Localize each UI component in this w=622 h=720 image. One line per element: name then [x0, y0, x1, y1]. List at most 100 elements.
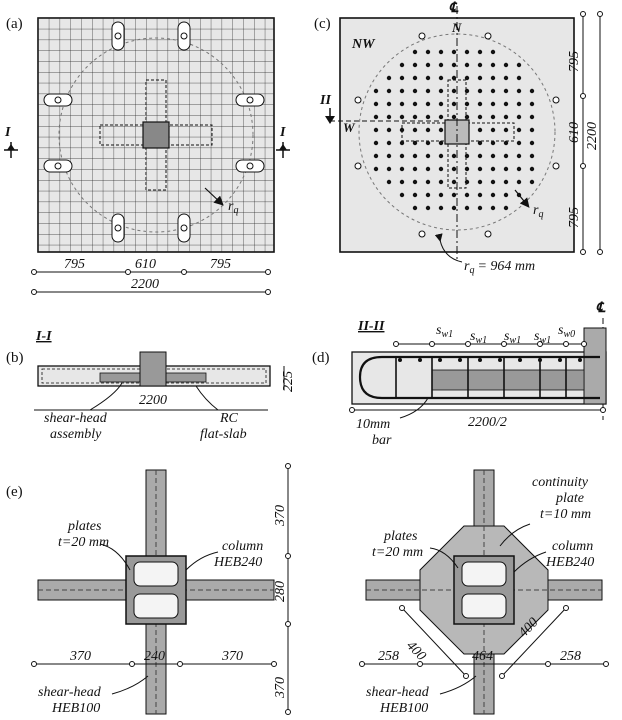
- shear-stud-dot: [412, 140, 418, 146]
- shear-head-e1-1: shear-head: [38, 685, 102, 700]
- shear-stud-dot: [490, 101, 496, 107]
- shear-stud-dot: [386, 88, 392, 94]
- shear-stud-dot: [412, 101, 418, 107]
- shear-stud-dot: [516, 166, 522, 172]
- shear-stud-dot: [529, 101, 535, 107]
- dim-c-3: 795: [567, 207, 582, 228]
- shear-stud-dot: [464, 153, 470, 159]
- shear-stud-dot: [373, 166, 379, 172]
- thickness-b: 225: [281, 371, 296, 392]
- shear-stud-dot: [386, 166, 392, 172]
- shear-stud-dot: [438, 140, 444, 146]
- dim-e1-h2: 240: [144, 649, 165, 664]
- column-e1-2: HEB240: [213, 555, 262, 570]
- spacing-3: sw1: [504, 329, 521, 346]
- shear-stud-dot: [425, 75, 431, 81]
- diag-e2-1: 400: [403, 638, 428, 664]
- spacing-5: sw0: [558, 323, 575, 340]
- panel-b: (b) I-I 2200 225 shear-head assembly RC …: [6, 329, 296, 442]
- shear-stud-dot: [399, 179, 405, 185]
- shear-stud-dot: [464, 166, 470, 172]
- shear-stud-dot: [425, 127, 431, 133]
- shear-stud-dot: [373, 114, 379, 120]
- shear-stud-dot: [386, 153, 392, 159]
- shear-stud-dot: [503, 153, 509, 159]
- shear-stud-dot: [412, 205, 418, 211]
- shear-stud-dot: [477, 114, 483, 120]
- dim-e1-h1: 370: [69, 649, 91, 664]
- shear-stud-dot: [477, 127, 483, 133]
- shear-stud-dot: [477, 75, 483, 81]
- shear-stud-dot: [412, 75, 418, 81]
- shear-stud-dot: [438, 88, 444, 94]
- dim-a-2: 610: [135, 257, 156, 272]
- shear-stud-dot: [412, 62, 418, 68]
- dim-e1-v3: 370: [273, 677, 288, 699]
- shear-stud-dot: [412, 114, 418, 120]
- shear-stud-dot: [516, 127, 522, 133]
- shear-stud-dot: [451, 205, 457, 211]
- shear-stud-dot: [477, 192, 483, 198]
- shear-stud-dot: [490, 140, 496, 146]
- leader-column-e1: [185, 551, 219, 571]
- shear-stud-dot: [399, 153, 405, 159]
- dim-a-total: 2200: [131, 277, 159, 292]
- shear-stud-dot: [386, 114, 392, 120]
- shear-stud-dot: [386, 101, 392, 107]
- spacing-ticks-d: [393, 341, 587, 347]
- shear-stud-dot: [464, 75, 470, 81]
- shear-stud-dot: [529, 140, 535, 146]
- panel-c-label: (c): [314, 16, 331, 32]
- shear-stud-dot: [516, 114, 522, 120]
- shear-stud-dot: [477, 101, 483, 107]
- shear-stud-dot: [477, 153, 483, 159]
- radius-label: rq = 964 mm: [464, 259, 535, 276]
- shear-stud-dot: [477, 62, 483, 68]
- section-arrowhead-c: [325, 116, 335, 124]
- column-e2-2: HEB240: [545, 555, 594, 570]
- shear-stud-dot: [399, 88, 405, 94]
- shear-stud-dot: [425, 140, 431, 146]
- dim-ticks-h-e2: [359, 661, 609, 667]
- shear-stud-dot: [490, 75, 496, 81]
- centerline-symbol-c: ℄: [449, 1, 459, 16]
- plates-e2-2: t=20 mm: [372, 545, 423, 560]
- shear-stud-dot: [464, 101, 470, 107]
- shear-stud-dot: [438, 153, 444, 159]
- dim-e2-h1: 258: [378, 649, 399, 664]
- dimension-ticks-c: [580, 11, 603, 255]
- shear-stud-dot: [386, 140, 392, 146]
- shear-stud-dot: [451, 192, 457, 198]
- dim-ticks-d: [349, 407, 606, 413]
- hook-bar-d: [358, 355, 383, 400]
- section-arrowhead-right-a: [279, 144, 287, 150]
- column-flange-bottom-e1: [133, 593, 179, 619]
- shear-stud-dot: [438, 179, 444, 185]
- shear-stud-dot: [425, 205, 431, 211]
- dim-e1-v1: 370: [273, 505, 288, 527]
- shear-stud-dot: [490, 88, 496, 94]
- shear-stud-dot: [464, 49, 470, 55]
- control-perimeter-c: [358, 33, 556, 231]
- shear-stud-dot: [451, 88, 457, 94]
- shear-stud-dot: [490, 192, 496, 198]
- stirrups-d: [395, 357, 567, 398]
- panel-d: (d) II-II ℄ sw1 sw1 sw1 sw1 sw0: [312, 301, 607, 448]
- leader-slab: [195, 385, 219, 411]
- shear-stud-dot: [412, 88, 418, 94]
- shear-stud-dot: [477, 140, 483, 146]
- column-b: [139, 351, 167, 387]
- centerline-symbol-d: ℄: [596, 301, 606, 316]
- shear-stud-dot: [425, 192, 431, 198]
- shear-stud-dot: [529, 88, 535, 94]
- shear-stud-dot: [529, 166, 535, 172]
- control-perimeter-a: [58, 37, 254, 233]
- shear-stud-dot: [451, 166, 457, 172]
- shear-stud-dot: [373, 101, 379, 107]
- panel-e-label: (e): [6, 484, 23, 500]
- shear-stud-dot: [516, 62, 522, 68]
- shear-head-d: [431, 369, 585, 391]
- length-b: 2200: [139, 393, 167, 408]
